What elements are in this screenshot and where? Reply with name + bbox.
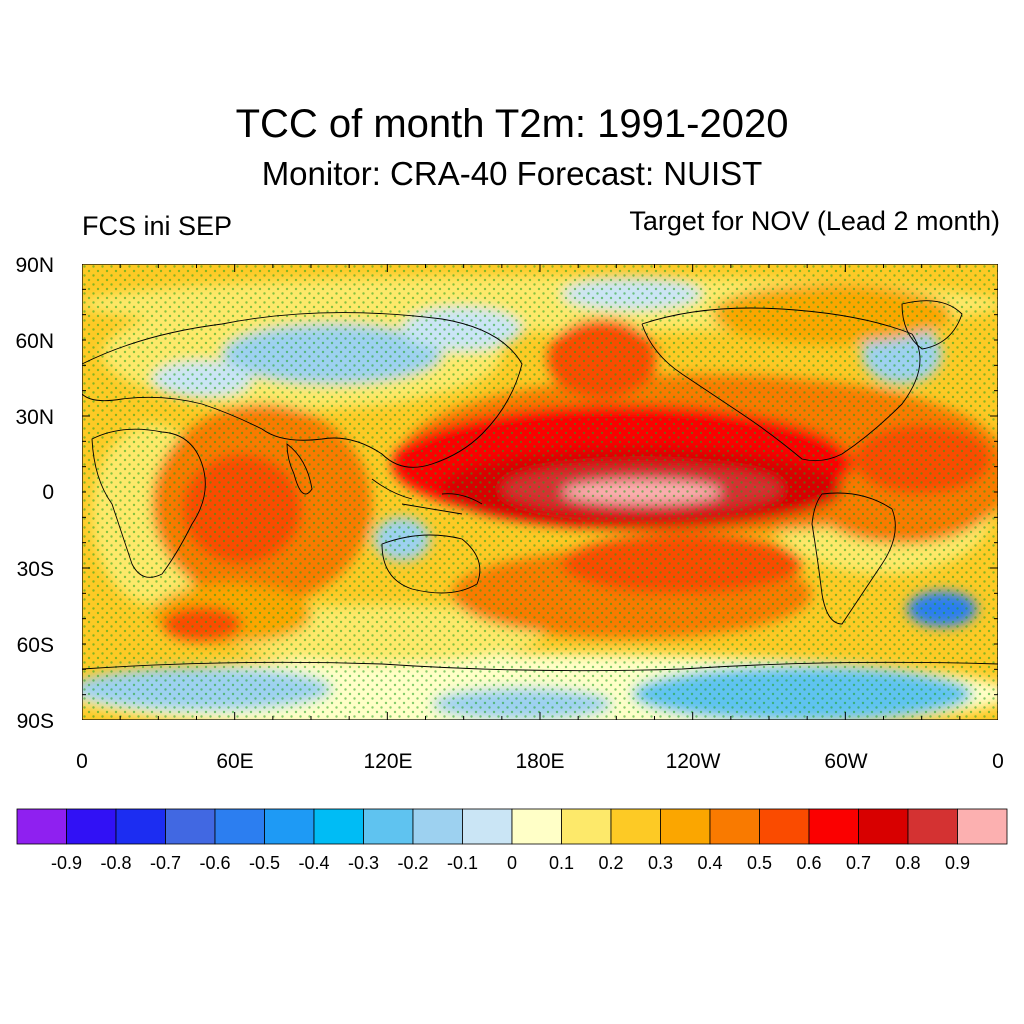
colorbar-swatch: [363, 808, 414, 845]
colorbar-swatch: [115, 808, 166, 845]
colorbar-level-label: 0.8: [895, 853, 921, 873]
colorbar-swatch: [412, 808, 463, 845]
colorbar-level-label: 0.2: [598, 853, 624, 873]
lat-label-30n: 30N: [15, 406, 54, 429]
colorbar-level-label: 0.4: [697, 853, 723, 873]
lon-label-60e: 60E: [216, 750, 254, 773]
colorbar-level-label: 0.7: [845, 853, 872, 873]
tcc-map: [82, 264, 998, 720]
colorbar-level-label: 0.9: [944, 853, 971, 873]
colorbar: [16, 808, 1008, 845]
lon-label-180e: 180E: [515, 750, 565, 773]
colorbar-level-label: -0.7: [149, 853, 182, 873]
lon-label-0-left: 0: [76, 750, 88, 773]
colorbar-level-label: -0.6: [199, 853, 231, 873]
colorbar-swatch: [16, 808, 67, 845]
colorbar-swatch: [907, 808, 958, 845]
figure-subtitle: Monitor: CRA-40 Forecast: NUIST: [261, 155, 763, 192]
colorbar-swatch: [759, 808, 810, 845]
lat-label-eq: 0: [42, 481, 54, 504]
lat-label-90n: 90N: [15, 254, 54, 277]
colorbar-level-label: 0: [506, 853, 517, 873]
colorbar-swatch: [561, 808, 612, 845]
colorbar-swatch: [808, 808, 859, 845]
colorbar-swatch: [264, 808, 315, 845]
lon-label-0-right: 0: [992, 750, 1004, 773]
colorbar-level-label: -0.8: [100, 853, 132, 873]
lat-label-60n: 60N: [15, 330, 54, 353]
lon-label-60w: 60W: [824, 750, 868, 773]
colorbar-swatch: [511, 808, 562, 845]
colorbar-level-label: -0.9: [50, 853, 83, 873]
colorbar-level-label: -0.3: [347, 853, 380, 873]
colorbar-swatch: [462, 808, 513, 845]
figure-title: TCC of month T2m: 1991-2020: [235, 102, 789, 146]
colorbar-swatch: [66, 808, 117, 845]
colorbar-swatch: [957, 808, 1008, 845]
map-ticks: [82, 264, 998, 720]
lat-label-60s: 60S: [16, 634, 54, 657]
colorbar-swatch: [660, 808, 711, 845]
colorbar-level-label: 0.3: [647, 853, 674, 873]
colorbar-swatch: [165, 808, 216, 845]
significance-stippling: [82, 264, 998, 720]
colorbar-swatch: [214, 808, 265, 845]
lon-label-120e: 120E: [363, 750, 413, 773]
colorbar-swatch: [610, 808, 661, 845]
lat-label-90s: 90S: [16, 710, 54, 733]
colorbar-swatch: [858, 808, 909, 845]
colorbar-swatch: [709, 808, 760, 845]
colorbar-level-label: -0.1: [446, 853, 479, 873]
colorbar-level-label: -0.4: [298, 853, 330, 873]
colorbar-level-label: -0.2: [397, 853, 429, 873]
colorbar-level-label: 0.5: [746, 853, 773, 873]
colorbar-level-label: 0.1: [548, 853, 575, 873]
colorbar-swatch: [313, 808, 364, 845]
colorbar-level-label: 0.6: [796, 853, 822, 873]
coastlines: [82, 300, 998, 672]
lon-label-120w: 120W: [665, 750, 721, 773]
initialization-label: FCS ini SEP: [82, 211, 233, 241]
colorbar-level-label: -0.5: [248, 853, 281, 873]
lat-label-30s: 30S: [16, 558, 54, 581]
target-label: Target for NOV (Lead 2 month): [629, 206, 1000, 236]
